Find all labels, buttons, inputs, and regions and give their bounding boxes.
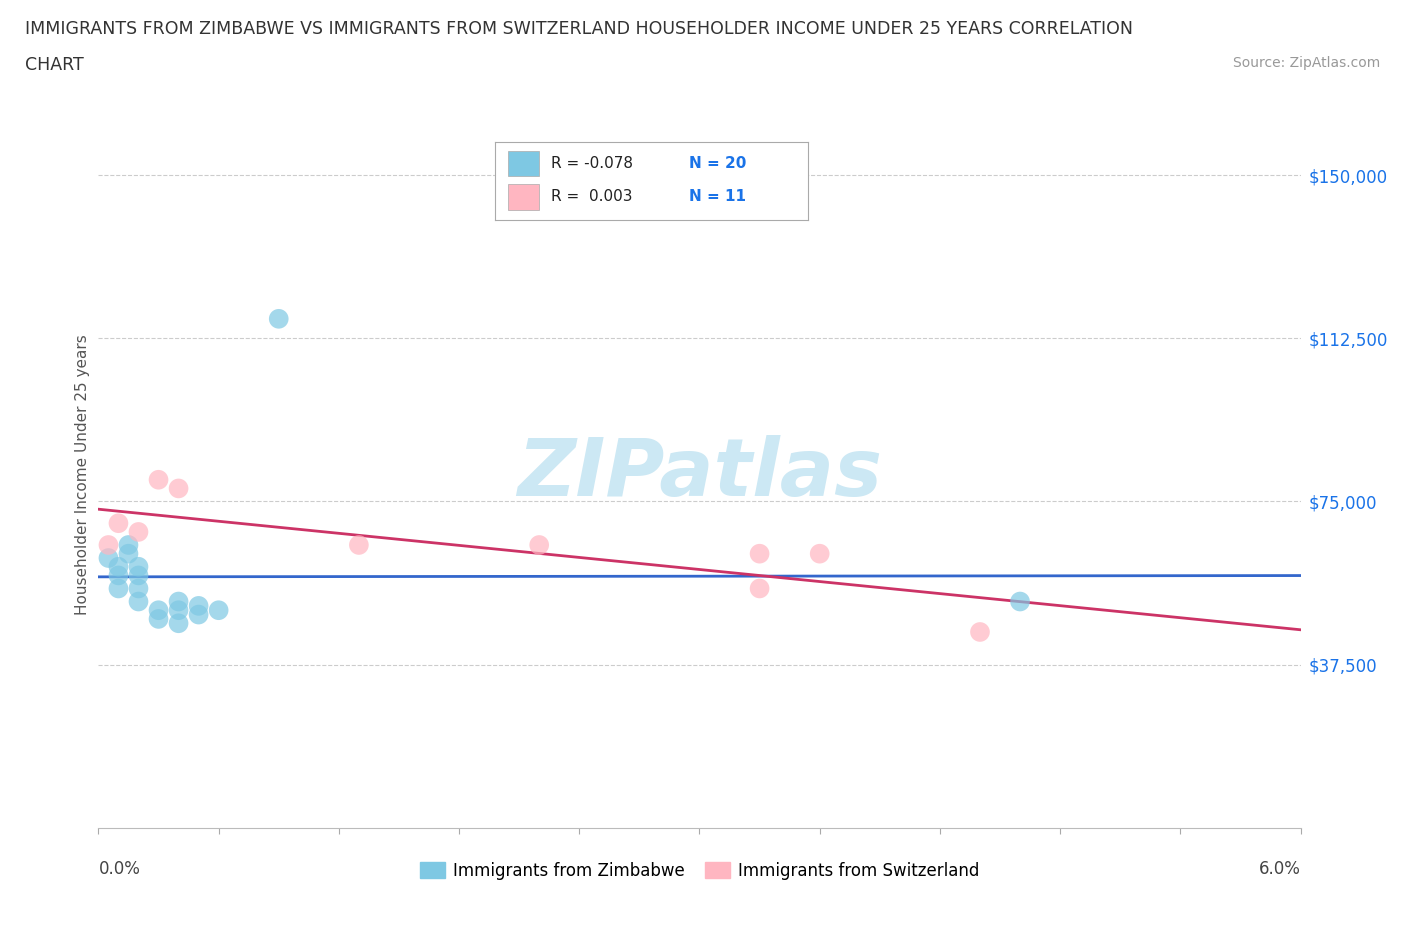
Point xyxy=(128,559,150,574)
Text: CHART: CHART xyxy=(25,56,84,73)
Text: 0.0%: 0.0% xyxy=(98,859,141,878)
Point xyxy=(748,546,770,561)
Point xyxy=(128,525,150,539)
Point xyxy=(117,546,139,561)
Text: 6.0%: 6.0% xyxy=(1258,859,1301,878)
Point xyxy=(107,568,129,583)
Text: Source: ZipAtlas.com: Source: ZipAtlas.com xyxy=(1233,56,1381,70)
Point xyxy=(148,612,170,627)
Point xyxy=(167,616,190,631)
Point xyxy=(969,625,991,640)
Point xyxy=(748,581,770,596)
Point xyxy=(208,603,231,618)
Point xyxy=(148,472,170,487)
Point xyxy=(167,603,190,618)
Legend: Immigrants from Zimbabwe, Immigrants from Switzerland: Immigrants from Zimbabwe, Immigrants fro… xyxy=(413,856,986,886)
Point xyxy=(167,481,190,496)
Point xyxy=(187,598,209,613)
Point xyxy=(117,538,139,552)
Point xyxy=(148,603,170,618)
Point xyxy=(97,551,120,565)
Point xyxy=(107,581,129,596)
Point xyxy=(187,607,209,622)
Point xyxy=(97,538,120,552)
Point xyxy=(167,594,190,609)
Point xyxy=(128,581,150,596)
Point xyxy=(1010,594,1032,609)
Point xyxy=(128,568,150,583)
Point xyxy=(347,538,370,552)
Point xyxy=(107,516,129,531)
Point xyxy=(529,538,551,552)
Point xyxy=(267,312,290,326)
Point xyxy=(808,546,831,561)
Y-axis label: Householder Income Under 25 years: Householder Income Under 25 years xyxy=(75,334,90,615)
Text: ZIPatlas: ZIPatlas xyxy=(517,435,882,513)
Point xyxy=(107,559,129,574)
Text: IMMIGRANTS FROM ZIMBABWE VS IMMIGRANTS FROM SWITZERLAND HOUSEHOLDER INCOME UNDER: IMMIGRANTS FROM ZIMBABWE VS IMMIGRANTS F… xyxy=(25,20,1133,38)
Point xyxy=(128,594,150,609)
